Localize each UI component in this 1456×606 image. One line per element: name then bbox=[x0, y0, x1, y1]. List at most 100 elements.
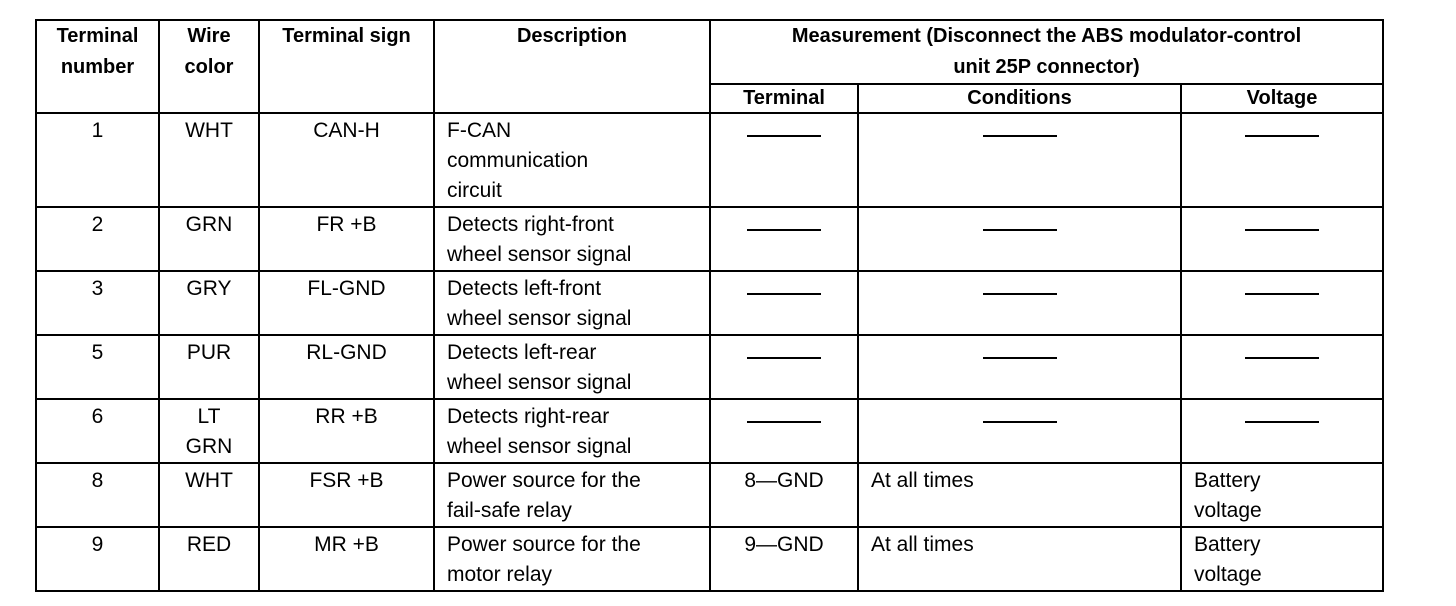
description-text: Detects right-front wheel sensor signal bbox=[447, 213, 632, 266]
description-cell: Power source for the fail-safe relay bbox=[433, 462, 711, 528]
dash-placeholder: —— bbox=[1245, 135, 1319, 138]
wire-color-cell: WHT bbox=[158, 462, 260, 528]
wire-color-text: WHT bbox=[185, 119, 233, 142]
terminal-sign-cell: FSR +B bbox=[258, 462, 435, 528]
terminal-sign-cell: RL-GND bbox=[258, 334, 435, 400]
wire-color-text: GRY bbox=[186, 277, 232, 300]
wire-color-text: WHT bbox=[185, 469, 233, 492]
terminal-number-text: 9 bbox=[91, 533, 104, 556]
description-text: F-CAN communication circuit bbox=[447, 119, 589, 202]
wire-color-cell: GRY bbox=[158, 270, 260, 336]
table-row: 5 PUR RL-GND Detects left-rear wheel sensor… bbox=[35, 334, 1385, 400]
description-cell: Power source for the motor relay bbox=[433, 526, 711, 592]
header-terminal-number: Terminal number bbox=[35, 19, 160, 114]
measurement-terminal-cell: —— bbox=[709, 270, 859, 336]
terminal-sign-text: RR +B bbox=[315, 405, 378, 428]
terminal-number-text: 6 bbox=[91, 405, 104, 428]
terminal-sign-text: FL-GND bbox=[307, 277, 386, 300]
terminal-sign-text: RL-GND bbox=[306, 341, 387, 364]
terminal-sign-text: MR +B bbox=[314, 533, 379, 556]
description-cell: Detects right-rear wheel sensor signal bbox=[433, 398, 711, 464]
terminal-sign-text: FSR +B bbox=[309, 469, 384, 492]
header-wire-color: Wire color bbox=[158, 19, 260, 114]
conditions-cell: —— bbox=[857, 334, 1182, 400]
description-cell: F-CAN communication circuit bbox=[433, 112, 711, 208]
dash-placeholder: —— bbox=[1245, 229, 1319, 232]
dash-placeholder: —— bbox=[747, 229, 821, 232]
table-row: 6 LT GRN RR +B Detects right-rear wheel sen… bbox=[35, 398, 1385, 464]
terminal-number-cell: 1 bbox=[35, 112, 160, 208]
voltage-cell: —— bbox=[1179, 112, 1385, 208]
measurement-terminal-cell: 9—GND bbox=[709, 526, 859, 592]
terminal-number-cell: 8 bbox=[35, 462, 160, 528]
dash-placeholder: —— bbox=[982, 229, 1057, 232]
dash-placeholder: —— bbox=[1245, 357, 1319, 360]
dash-placeholder: —— bbox=[747, 293, 821, 296]
description-text: Detects left-front wheel sensor signal bbox=[447, 277, 632, 330]
measurement-terminal-cell: —— bbox=[709, 112, 859, 208]
dash-placeholder: —— bbox=[1245, 293, 1319, 296]
conditions-cell: —— bbox=[857, 270, 1182, 336]
conditions-cell: —— bbox=[857, 112, 1182, 208]
dash-placeholder: —— bbox=[982, 357, 1057, 360]
wire-color-text: RED bbox=[186, 533, 232, 556]
measurement-terminal-text: 8—GND bbox=[744, 469, 824, 492]
terminal-table: Terminal number Wire color Terminal sign… bbox=[35, 19, 1385, 592]
description-text: Detects left-rear wheel sensor signal bbox=[447, 341, 632, 394]
conditions-text: At all times bbox=[871, 469, 974, 492]
conditions-cell: —— bbox=[857, 206, 1182, 272]
dash-placeholder: —— bbox=[982, 421, 1057, 424]
terminal-sign-cell: FL-GND bbox=[258, 270, 435, 336]
terminal-number-cell: 6 bbox=[35, 398, 160, 464]
voltage-cell: —— bbox=[1179, 206, 1385, 272]
terminal-number-text: 8 bbox=[91, 469, 104, 492]
dash-placeholder: —— bbox=[747, 135, 821, 138]
table-row: 2 GRN FR +B Detects right-front wheel senso… bbox=[35, 206, 1385, 272]
table-row: 3 GRY FL-GND Detects left-front wheel senso… bbox=[35, 270, 1385, 336]
terminal-sign-cell: MR +B bbox=[258, 526, 435, 592]
description-cell: Detects left-rear wheel sensor signal bbox=[433, 334, 711, 400]
voltage-cell: Battery voltage bbox=[1179, 462, 1385, 528]
wire-color-cell: GRN bbox=[158, 206, 260, 272]
wire-color-text: GRN bbox=[185, 213, 233, 236]
wire-color-text: PUR bbox=[186, 341, 232, 364]
measurement-terminal-text: 9—GND bbox=[744, 533, 824, 556]
conditions-text: At all times bbox=[871, 533, 974, 556]
table-body: 1 WHT CAN-H F-CAN communication circuit —— ——… bbox=[35, 112, 1385, 592]
voltage-cell: —— bbox=[1179, 334, 1385, 400]
description-text: Power source for the motor relay bbox=[447, 533, 641, 586]
header-conditions: Conditions bbox=[857, 83, 1182, 114]
terminal-sign-cell: RR +B bbox=[258, 398, 435, 464]
terminal-number-text: 5 bbox=[91, 341, 104, 364]
voltage-cell: —— bbox=[1179, 270, 1385, 336]
wire-color-cell: RED bbox=[158, 526, 260, 592]
header-measurement: Measurement (Disconnect the ABS modulato… bbox=[708, 19, 1385, 85]
terminal-number-cell: 2 bbox=[35, 206, 160, 272]
header-description: Description bbox=[433, 19, 711, 114]
table-row: 8 WHT FSR +B Power source for the fail-safe… bbox=[35, 462, 1385, 528]
wire-color-cell: PUR bbox=[158, 334, 260, 400]
header-terminal: Terminal bbox=[709, 83, 859, 114]
voltage-text: Battery voltage bbox=[1194, 533, 1262, 586]
terminal-number-cell: 9 bbox=[35, 526, 160, 592]
terminal-number-text: 3 bbox=[91, 277, 104, 300]
conditions-cell: At all times bbox=[857, 526, 1182, 592]
header-voltage: Voltage bbox=[1179, 83, 1385, 114]
terminal-sign-text: FR +B bbox=[316, 213, 377, 236]
dash-placeholder: —— bbox=[982, 293, 1057, 296]
terminal-number-cell: 3 bbox=[35, 270, 160, 336]
wire-color-text: LT GRN bbox=[185, 405, 233, 458]
description-text: Power source for the fail-safe relay bbox=[447, 469, 641, 522]
voltage-cell: Battery voltage bbox=[1179, 526, 1385, 592]
conditions-cell: —— bbox=[857, 398, 1182, 464]
table-row: 1 WHT CAN-H F-CAN communication circuit —— ——… bbox=[35, 112, 1385, 208]
wire-color-cell: WHT bbox=[158, 112, 260, 208]
terminal-sign-cell: CAN-H bbox=[258, 112, 435, 208]
measurement-terminal-cell: 8—GND bbox=[709, 462, 859, 528]
dash-placeholder: —— bbox=[982, 135, 1057, 138]
terminal-sign-cell: FR +B bbox=[258, 206, 435, 272]
terminal-number-text: 1 bbox=[91, 119, 104, 142]
description-cell: Detects right-front wheel sensor signal bbox=[433, 206, 711, 272]
description-cell: Detects left-front wheel sensor signal bbox=[433, 270, 711, 336]
dash-placeholder: —— bbox=[747, 357, 821, 360]
